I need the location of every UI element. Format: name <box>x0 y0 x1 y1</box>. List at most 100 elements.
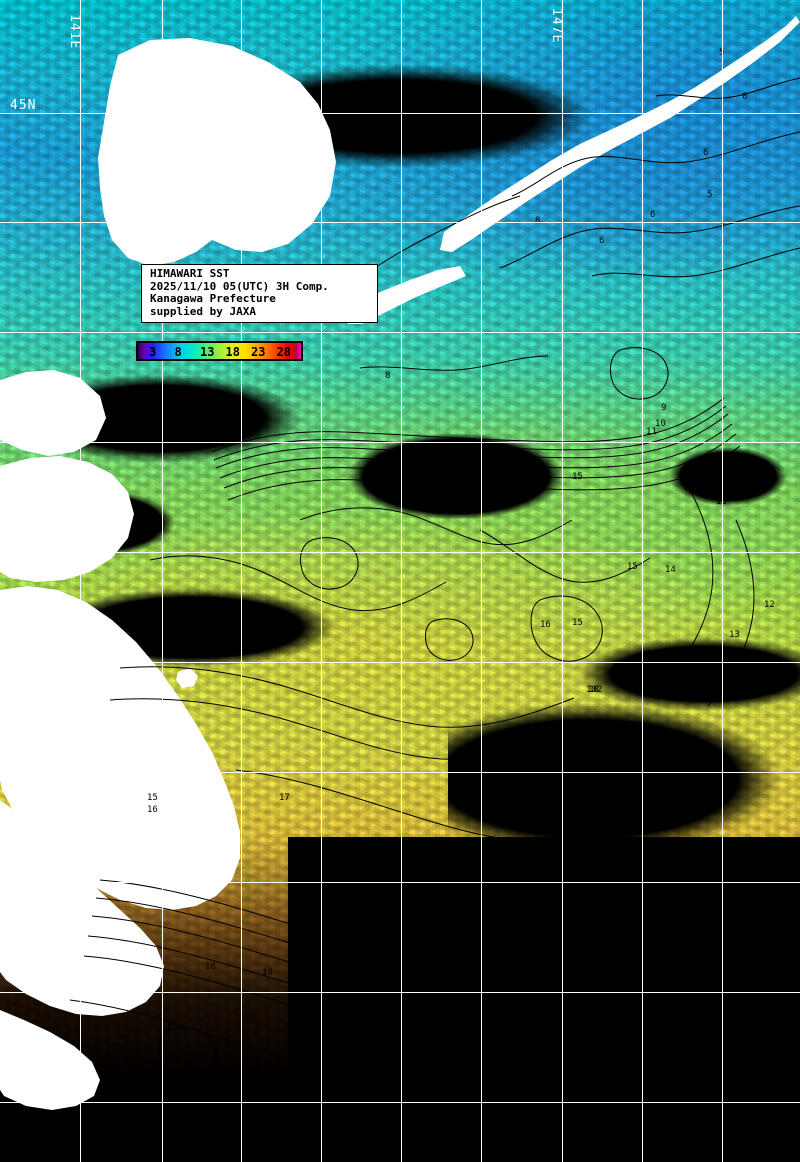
graticule-meridian <box>481 0 482 1162</box>
contour-eddy-3 <box>425 618 474 661</box>
contour-label-18: 18 <box>205 962 216 972</box>
graticule-meridian <box>401 0 402 1162</box>
product-title: HIMAWARI SST <box>150 267 230 280</box>
contour-label-182: 182 <box>586 685 603 695</box>
land-sakhalin <box>440 16 800 252</box>
land-izu-island <box>46 914 78 940</box>
graticule-meridian <box>241 0 242 1162</box>
land-honshu-mid <box>0 456 134 582</box>
cloud-mask-east <box>448 650 800 884</box>
contour-label-15: 15 <box>572 472 583 482</box>
longitude-label: 141E <box>67 14 82 50</box>
contour-label-9: 9 <box>661 403 667 413</box>
contour-label-13: 13 <box>729 630 740 640</box>
contour-17-south <box>235 769 537 843</box>
product-region: Kanagawa Prefecture <box>150 292 276 305</box>
contour-15-meander-b <box>149 555 447 612</box>
graticule-parallel <box>0 992 800 993</box>
land-small-island-3 <box>4 740 18 754</box>
contour-eddy-1 <box>530 595 603 662</box>
colorbar-tick-8: 8 <box>174 345 182 359</box>
contour-label-6: 6 <box>650 210 656 220</box>
graticule-parallel <box>0 113 800 114</box>
land-small-island-2 <box>176 668 198 688</box>
latitude-label: 45N <box>10 98 37 113</box>
contour-label-8: 8 <box>535 216 541 226</box>
graticule-parallel <box>0 662 800 663</box>
graticule-parallel <box>0 1102 800 1103</box>
land-honshu-main <box>0 586 240 910</box>
contour-20-front <box>91 915 379 985</box>
contour-label-18: 18 <box>588 685 599 695</box>
contour-label-19: 19 <box>262 968 273 978</box>
graticule-meridian <box>722 0 723 1162</box>
contour-23-front <box>69 999 357 1077</box>
land-shikoku <box>0 1010 100 1110</box>
contour-label-8: 8 <box>385 371 391 381</box>
contour-label-15: 15 <box>572 618 583 628</box>
graticule-meridian <box>562 0 563 1162</box>
contour-label-22: 22 <box>344 970 355 980</box>
contour-13-east <box>669 489 714 679</box>
contour-label-14: 14 <box>665 565 676 575</box>
graticule-parallel <box>0 222 800 223</box>
land-honshu-southwest <box>0 800 164 1016</box>
contour-14-meander <box>479 529 651 583</box>
contour-label-11: 11 <box>646 427 657 437</box>
contour-10 <box>213 405 727 461</box>
contour-14 <box>227 445 741 501</box>
contour-label-19: 19 <box>167 1023 178 1033</box>
land-small-island-1 <box>6 898 28 918</box>
sst-colorbar: 3 8 13 18 23 28 <box>136 341 303 361</box>
contour-label-16: 16 <box>147 805 158 815</box>
contour-label-5: 5 <box>719 48 724 58</box>
contour-5 <box>511 131 800 197</box>
colorbar-tick-labels: 3 8 13 18 23 28 <box>138 343 301 359</box>
contour-label-21: 21 <box>244 1012 255 1022</box>
graticule-parallel <box>0 772 800 773</box>
contour-label-15: 15 <box>147 793 158 803</box>
cloud-mask-southeast <box>288 836 800 1162</box>
contour-label-21: 21 <box>49 1132 60 1142</box>
contour-0 <box>655 77 800 99</box>
contour-12 <box>219 423 733 479</box>
contour-label-16: 16 <box>540 620 551 630</box>
contour-18-front <box>99 879 387 949</box>
contour-eddy-2 <box>299 537 359 590</box>
graticule-meridian <box>321 0 322 1162</box>
contour-label-17: 17 <box>279 793 290 803</box>
colorbar-gradient <box>138 343 301 359</box>
graticule-parallel <box>0 882 800 883</box>
contour-eddy-5 <box>609 347 669 400</box>
colorbar-tick-23: 23 <box>251 345 266 359</box>
graticule-parallel <box>0 442 800 443</box>
graticule-meridian <box>80 0 81 1162</box>
contour-label-6: 6 <box>703 148 709 158</box>
contour-21-front <box>87 935 375 1005</box>
land-honshu-north <box>0 370 106 456</box>
contour-7 <box>591 247 800 278</box>
contour-12-east <box>707 519 755 707</box>
contour-19-front <box>95 897 383 967</box>
graticule-meridian <box>642 0 643 1162</box>
contour-22-front <box>83 955 371 1025</box>
contour-eddy-4 <box>157 1027 217 1080</box>
contour-label-5: 5 <box>707 190 713 200</box>
contour-label-20: 20 <box>46 1113 57 1123</box>
contour-9 <box>211 397 725 453</box>
contour-label-0: 0 <box>742 92 748 102</box>
contour-label-6: 6 <box>599 236 605 246</box>
graticule-meridian <box>162 0 163 1162</box>
longitude-label: 147E <box>549 8 564 44</box>
colorbar-tick-28: 28 <box>276 345 291 359</box>
colorbar-tick-18: 18 <box>225 345 240 359</box>
contour-label-23: 23 <box>247 1054 258 1064</box>
contour-label-12: 12 <box>764 600 775 610</box>
contour-13 <box>223 433 737 489</box>
graticule-parallel <box>0 332 800 333</box>
colorbar-tick-13: 13 <box>200 345 215 359</box>
contour-11 <box>215 413 729 469</box>
